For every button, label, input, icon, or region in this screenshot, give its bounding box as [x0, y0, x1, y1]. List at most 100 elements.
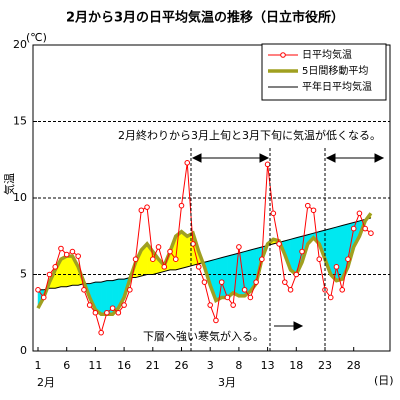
fill-area: [66, 255, 73, 288]
data-point: [362, 225, 368, 232]
y-tick-label: 20: [13, 38, 27, 51]
plot-frame: [32, 44, 391, 352]
data-point: [98, 329, 104, 336]
month-label: 2月: [37, 376, 55, 389]
data-point: [172, 256, 179, 263]
data-point: [276, 241, 282, 247]
data-point: [46, 271, 53, 278]
fill-area: [100, 280, 108, 315]
annotation: 2月終わりから3月上旬と3月下旬に気温が低くなる。: [118, 128, 381, 142]
x-tick-label: 1: [35, 359, 42, 372]
x-tick-label: 28: [347, 359, 361, 372]
plot-area: [33, 44, 390, 352]
data-point: [109, 305, 116, 311]
x-tick-label: 26: [175, 359, 189, 372]
data-point: [241, 287, 248, 293]
data-point: [333, 264, 340, 270]
arrows: [191, 153, 385, 331]
arrow-head: [325, 153, 385, 163]
data-point: [224, 294, 231, 301]
y-tick-label: 10: [13, 191, 27, 204]
data-point: [86, 302, 93, 308]
data-point: [253, 279, 259, 285]
data-point: [304, 202, 311, 209]
x-unit: (日): [374, 374, 394, 387]
data-point: [345, 256, 351, 263]
data-point: [178, 202, 185, 209]
data-point: [144, 204, 150, 210]
x-tick-label: 21: [146, 359, 160, 372]
arrow-head: [191, 153, 270, 163]
legend-label: 平年日平均気温: [302, 80, 372, 93]
data-point: [316, 256, 323, 263]
data-point: [259, 256, 265, 263]
data-point: [35, 287, 41, 293]
y-tick-label: 0: [20, 344, 27, 357]
data-point: [218, 279, 225, 285]
data-point: [247, 294, 254, 301]
y-unit: (℃): [26, 31, 47, 44]
annotation: 下層へ強い寒気が入る。: [143, 329, 264, 343]
fill-area: [221, 255, 228, 298]
chart-title: 2月から3月の日平均気温の推移（日立市役所）: [66, 10, 344, 26]
data-point: [161, 264, 168, 270]
data-point: [40, 294, 47, 301]
x-tick-label: 6: [63, 359, 70, 372]
data-point: [104, 309, 110, 316]
month-label: 3月: [218, 376, 236, 389]
data-point: [293, 271, 300, 278]
data-point: [63, 251, 70, 258]
data-point: [127, 287, 133, 293]
data-point: [350, 225, 357, 232]
x-tick-label: 3: [207, 359, 214, 372]
x-tick-label: 18: [289, 359, 303, 372]
data-point: [115, 309, 122, 316]
data-point: [299, 248, 305, 255]
fill-area: [227, 254, 234, 298]
series-line: [38, 217, 372, 291]
data-point: [75, 253, 81, 259]
data-point: [195, 264, 202, 270]
legend-marker: [280, 52, 286, 58]
x-tick-label: 23: [318, 359, 332, 372]
data-point: [92, 309, 99, 316]
data-point: [356, 210, 363, 217]
data-point: [368, 230, 374, 236]
data-point: [52, 264, 59, 270]
data-point: [155, 244, 162, 250]
data-point: [121, 302, 127, 308]
data-point: [270, 210, 277, 217]
y-tick-label: 15: [13, 115, 27, 128]
data-point: [339, 287, 346, 293]
data-point: [264, 161, 271, 168]
data-point: [58, 245, 64, 252]
data-point: [150, 256, 156, 263]
data-point: [230, 302, 236, 308]
fill-area: [336, 225, 343, 281]
data-point: [207, 302, 213, 308]
data-point: [81, 287, 87, 293]
x-tick-label: 11: [88, 359, 102, 372]
legend-label: 5日間移動平均: [302, 64, 368, 77]
fill-area: [215, 257, 222, 301]
y-tick-label: 5: [20, 268, 27, 281]
x-tick-label: 8: [235, 359, 242, 372]
period-markers: [190, 148, 326, 351]
data-point: [69, 248, 76, 255]
data-point: [213, 317, 219, 324]
arrow-head: [293, 321, 304, 331]
data-point: [201, 279, 208, 285]
y-axis-label: 気温: [2, 173, 16, 195]
series-line: [36, 212, 373, 317]
x-tick-label: 13: [261, 359, 275, 372]
data-point: [167, 248, 173, 255]
legend-label: 日平均気温: [302, 48, 352, 61]
data-point: [236, 244, 242, 250]
data-point: [282, 279, 288, 285]
data-point: [287, 287, 294, 293]
data-point: [327, 294, 334, 301]
data-point: [138, 207, 145, 214]
data-point: [184, 160, 191, 166]
